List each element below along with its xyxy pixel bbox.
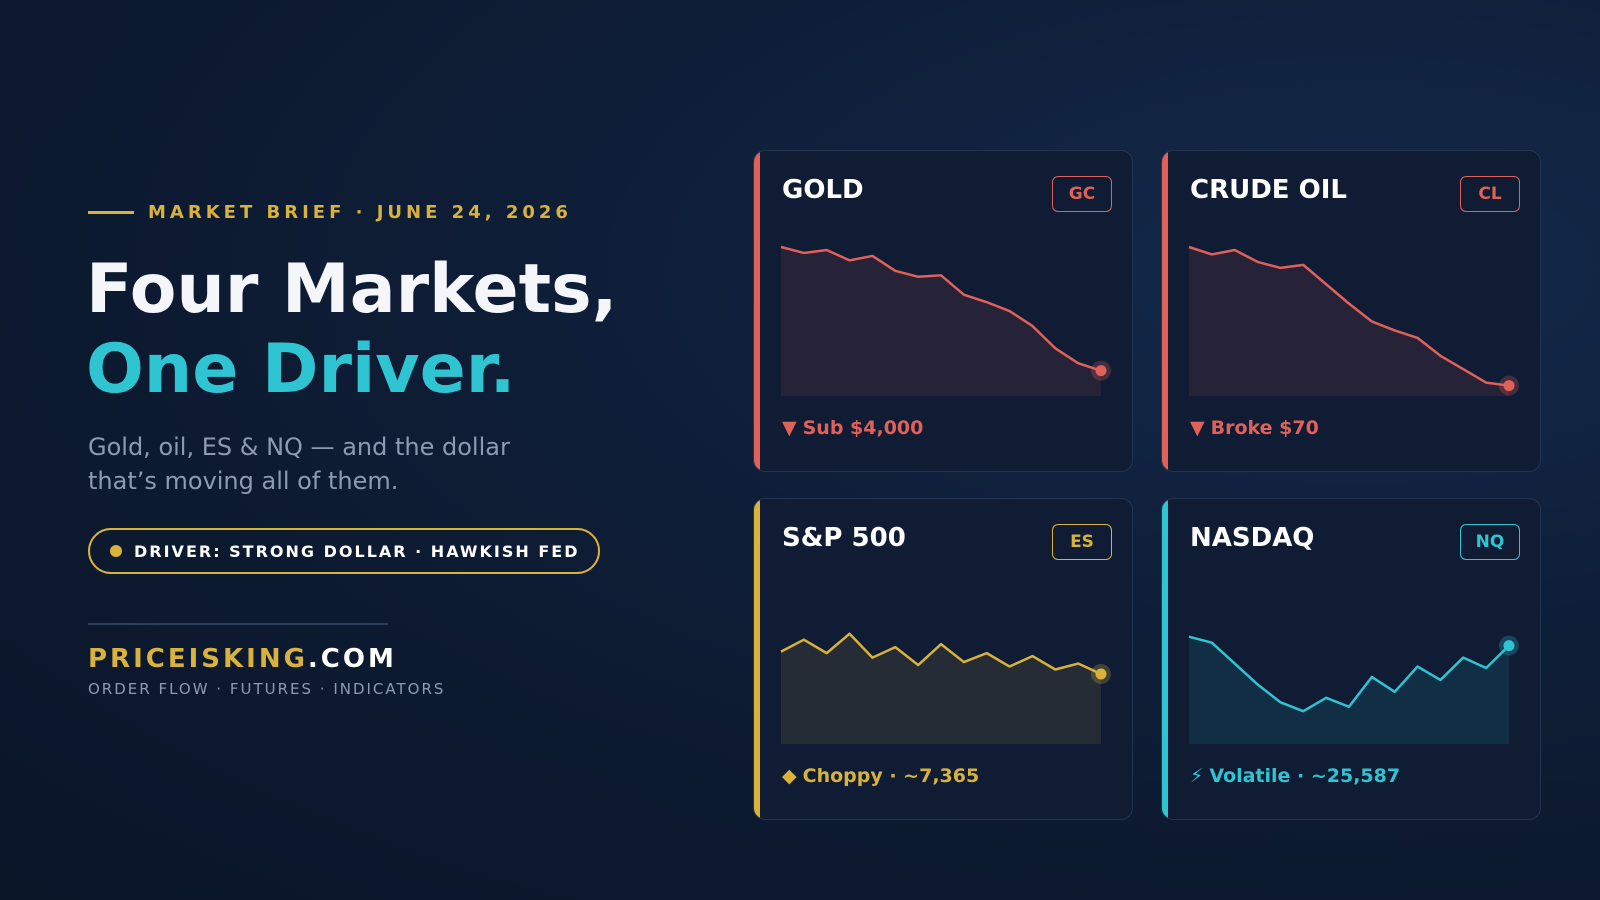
card-title: NASDAQ: [1190, 523, 1315, 553]
card-accent-bar: [1162, 499, 1168, 819]
subtitle-line1: Gold, oil, ES & NQ — and the dollar: [88, 433, 510, 461]
driver-pill-text: DRIVER: STRONG DOLLAR · HAWKISH FED: [134, 541, 580, 561]
divider: [88, 623, 388, 625]
card-footer: ▼ Sub $4,000: [782, 417, 923, 439]
sparkline-endpoint: [1503, 380, 1515, 392]
diamond-icon: ◆: [782, 765, 797, 787]
sparkline-line: [780, 632, 1102, 676]
market-card-sp500[interactable]: S&P 500 ES ◆ Choppy · ~7,365: [753, 498, 1133, 820]
ticker-badge: GC: [1052, 176, 1112, 212]
brand-name: PRICEISKING: [88, 644, 308, 674]
eyebrow-text: MARKET BRIEF · JUNE 24, 2026: [148, 202, 572, 223]
card-footer-text: Broke $70: [1210, 417, 1319, 439]
sparkline-line: [1188, 635, 1510, 713]
sparkline-area: [1189, 247, 1509, 396]
subtitle: Gold, oil, ES & NQ — and the dollar that…: [88, 430, 608, 498]
eyebrow-rule: [88, 211, 134, 214]
sparkline-endpoint: [1503, 640, 1515, 652]
brand-tld: .COM: [307, 644, 397, 674]
driver-pill: DRIVER: STRONG DOLLAR · HAWKISH FED: [88, 528, 600, 574]
card-footer-text: Choppy · ~7,365: [802, 765, 980, 787]
sparkline-chart: [1188, 635, 1519, 744]
sparkline-endpoint: [1095, 668, 1107, 680]
card-footer: ▼ Broke $70: [1190, 417, 1319, 439]
sparkline-area: [1189, 636, 1509, 744]
lightning-icon: ⚡: [1190, 765, 1204, 787]
driver-dot-icon: [110, 545, 122, 557]
eyebrow: MARKET BRIEF · JUNE 24, 2026: [88, 202, 572, 223]
brand-tagline: ORDER FLOW · FUTURES · INDICATORS: [88, 680, 446, 698]
market-card-nasdaq[interactable]: NASDAQ NQ ⚡ Volatile · ~25,587: [1161, 498, 1541, 820]
sparkline-chart: [1188, 245, 1519, 396]
sparkline-chart: [780, 245, 1111, 396]
sparkline-endpoint: [1095, 365, 1107, 377]
ticker-badge: CL: [1460, 176, 1520, 212]
card-accent-bar: [754, 499, 760, 819]
card-footer: ⚡ Volatile · ~25,587: [1190, 765, 1400, 787]
card-title: GOLD: [782, 175, 864, 205]
card-accent-bar: [754, 151, 760, 471]
headline-line1: Four Markets,: [86, 250, 618, 329]
card-footer-text: Sub $4,000: [802, 417, 924, 439]
subtitle-line2: that’s moving all of them.: [88, 467, 399, 495]
card-title: CRUDE OIL: [1190, 175, 1347, 205]
down-triangle-icon: ▼: [1190, 417, 1205, 439]
sparkline-line: [780, 245, 1102, 372]
sparkline-area: [781, 633, 1101, 744]
ticker-badge: ES: [1052, 524, 1112, 560]
market-card-crude-oil[interactable]: CRUDE OIL CL ▼ Broke $70: [1161, 150, 1541, 472]
card-accent-bar: [1162, 151, 1168, 471]
market-card-gold[interactable]: GOLD GC ▼ Sub $4,000: [753, 150, 1133, 472]
sparkline-chart: [780, 632, 1111, 744]
card-title: S&P 500: [782, 523, 906, 553]
headline-line2: One Driver.: [86, 330, 516, 409]
card-footer-text: Volatile · ~25,587: [1209, 765, 1401, 787]
card-footer: ◆ Choppy · ~7,365: [782, 765, 979, 787]
sparkline-area: [781, 247, 1101, 396]
sparkline-line: [1188, 245, 1510, 387]
down-triangle-icon: ▼: [782, 417, 797, 439]
ticker-badge: NQ: [1460, 524, 1520, 560]
brand-logo[interactable]: PRICEISKING.COM: [88, 644, 397, 674]
